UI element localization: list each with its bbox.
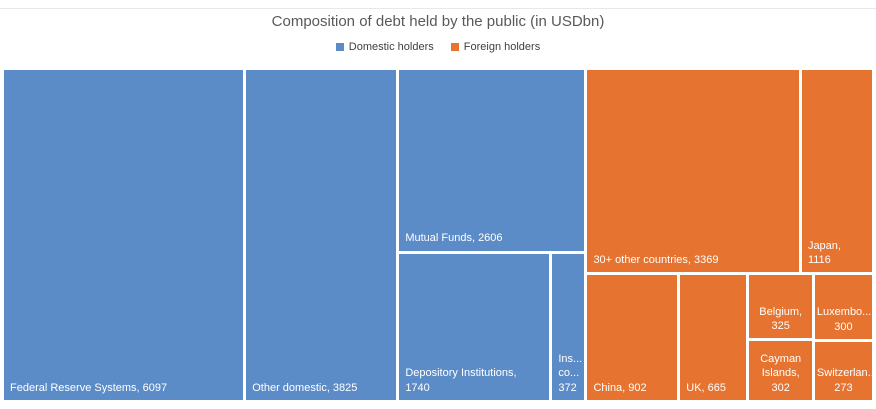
- treemap-cell-label-china: China, 902: [593, 381, 647, 394]
- treemap-cell-luxembourg[interactable]: Luxembo... 300: [814, 275, 872, 339]
- window-top-border: [0, 8, 876, 9]
- chart-title: Composition of debt held by the public (…: [271, 13, 605, 30]
- treemap-cell-mutual_funds[interactable]: Mutual Funds, 2606: [399, 70, 585, 251]
- treemap-cell-uk[interactable]: UK, 665: [680, 275, 747, 400]
- legend-label-foreign: Foreign holders: [463, 41, 541, 53]
- treemap-cell-cayman_islands[interactable]: Cayman Islands, 302: [749, 341, 812, 400]
- treemap-cell-label-belgium: Belgium, 325: [759, 305, 803, 333]
- treemap-cell-label-depository_institutions: Depository Institutions, 1740: [405, 367, 517, 394]
- treemap-cell-china[interactable]: China, 902: [587, 275, 678, 400]
- treemap-cell-insurance_companies[interactable]: Ins... co... 372: [552, 253, 585, 400]
- treemap-cell-label-other_countries: 30+ other countries, 3369: [593, 253, 719, 266]
- treemap-cell-label-insurance_companies: Ins... co... 372: [558, 353, 583, 394]
- treemap-cell-other_domestic[interactable]: Other domestic, 3825: [246, 70, 397, 400]
- treemap-cell-label-cayman_islands: Cayman Islands, 302: [760, 353, 802, 394]
- treemap-cell-label-uk: UK, 665: [686, 381, 727, 394]
- legend-marker-domestic-icon: [335, 43, 344, 51]
- legend-item-foreign-holders[interactable]: Foreign holders: [450, 41, 541, 53]
- treemap-cell-label-luxembourg: Luxembo... 300: [816, 306, 872, 333]
- treemap-cell-label-mutual_funds: Mutual Funds, 2606: [405, 232, 503, 245]
- chart-legend: Domestic holders Foreign holders: [0, 41, 876, 53]
- treemap-plot-area: Federal Reserve Systems, 6097 Other domes…: [4, 70, 872, 400]
- treemap-cell-label-switzerland: Switzerlan... 273: [816, 367, 872, 394]
- treemap-cell-switzerland[interactable]: Switzerlan... 273: [814, 341, 872, 400]
- legend-label-domestic: Domestic holders: [348, 41, 434, 53]
- treemap-cell-belgium[interactable]: Belgium, 325: [749, 275, 812, 339]
- legend-marker-foreign-icon: [450, 43, 459, 51]
- treemap-cell-frs[interactable]: Federal Reserve Systems, 6097: [4, 70, 244, 400]
- treemap-cell-label-frs: Federal Reserve Systems, 6097: [10, 381, 168, 394]
- treemap-cell-label-other_domestic: Other domestic, 3825: [252, 381, 358, 394]
- treemap-cell-other_countries[interactable]: 30+ other countries, 3369: [587, 70, 799, 273]
- treemap-cell-label-japan: Japan, 1116: [807, 239, 841, 266]
- legend-item-domestic-holders[interactable]: Domestic holders: [335, 41, 434, 53]
- treemap-cell-depository_institutions[interactable]: Depository Institutions, 1740: [399, 253, 550, 400]
- treemap-cell-japan[interactable]: Japan, 1116: [801, 70, 872, 273]
